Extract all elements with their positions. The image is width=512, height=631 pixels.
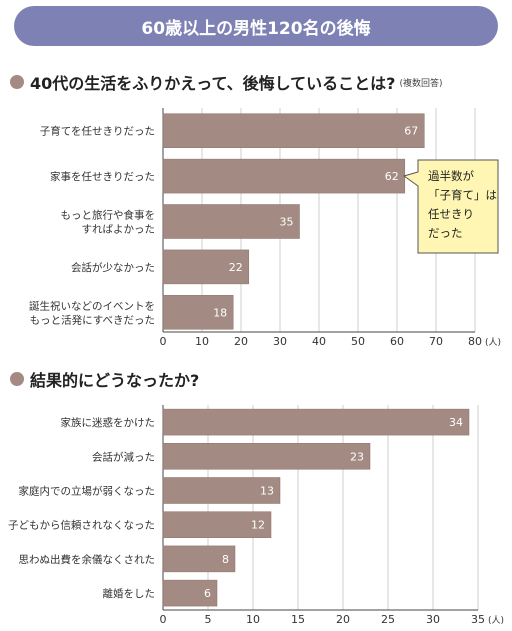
bullet-dot-icon	[10, 75, 24, 89]
tick-label: 15	[291, 613, 305, 626]
tick-label: 70	[429, 335, 443, 348]
category-label: すればよかった	[82, 224, 156, 236]
bar	[162, 249, 250, 285]
section2-title: 結果的にどうなったか?	[30, 371, 200, 390]
bar-value-label: 18	[213, 306, 227, 319]
bar-value-label: 67	[404, 125, 418, 138]
tick-label: 10	[246, 613, 260, 626]
callout-text: 過半数が	[428, 169, 474, 183]
tick-label: 60	[390, 335, 404, 348]
category-label: 会話が少なかった	[71, 261, 155, 274]
section1-title: 40代の生活をふりかえって、後悔していることは?	[30, 74, 396, 93]
unit-label: (人)	[485, 337, 501, 348]
bar	[162, 408, 470, 436]
category-label: 会話が減った	[92, 450, 155, 463]
category-label: もっと旅行や食事を	[61, 209, 156, 222]
bullet-dot-icon	[10, 372, 24, 386]
bar	[162, 579, 218, 607]
category-label: 子どもから信頼されなくなった	[8, 520, 155, 532]
callout-box	[402, 159, 499, 254]
category-label: 離婚をした	[103, 587, 156, 600]
bar-value-label: 62	[385, 170, 399, 183]
category-label: 思わぬ出費を余儀なくされた	[19, 553, 156, 566]
bar-value-label: 6	[204, 587, 211, 600]
tick-label: 80	[468, 335, 482, 348]
bar	[162, 295, 234, 330]
tick-label: 25	[381, 613, 395, 626]
bar-value-label: 34	[449, 416, 463, 429]
banner-title: 60歳以上の男性120名の後悔	[141, 18, 371, 39]
category-label: 家族に迷惑をかけた	[61, 416, 156, 429]
tick-label: 30	[426, 613, 440, 626]
bar-value-label: 35	[280, 216, 294, 229]
unit-label: (人)	[488, 615, 504, 626]
title-banner: 60歳以上の男性120名の後悔	[14, 6, 498, 46]
category-label: 子育てを任せきりだった	[40, 125, 155, 138]
tick-label: 30	[273, 335, 287, 348]
category-label: 家庭内での立場が弱くなった	[19, 485, 156, 498]
tick-label: 0	[160, 335, 167, 348]
category-label: 家事を任せきりだった	[50, 170, 155, 183]
tick-label: 40	[312, 335, 326, 348]
tick-label: 10	[195, 335, 209, 348]
category-label: 誕生祝いなどのイベントを	[29, 299, 155, 312]
bar-value-label: 12	[251, 519, 265, 532]
callout-text: だった	[428, 226, 463, 240]
tick-label: 35	[471, 613, 485, 626]
callout-text: 「子育て」は	[428, 188, 497, 202]
tick-label: 0	[160, 613, 167, 626]
bar-value-label: 22	[229, 261, 243, 274]
callout-text: 任せきり	[428, 207, 474, 221]
section1-heading: 40代の生活をふりかえって、後悔していることは? (複数回答)	[10, 70, 443, 94]
tick-label: 20	[336, 613, 350, 626]
bar	[162, 204, 300, 239]
bar	[162, 545, 236, 573]
bar-value-label: 8	[222, 553, 229, 566]
bar	[162, 113, 425, 148]
bar	[162, 158, 406, 194]
section2-heading: 結果的にどうなったか?	[10, 367, 199, 391]
bar	[162, 511, 272, 538]
tick-label: 5	[205, 613, 212, 626]
bar	[162, 443, 371, 470]
bar	[162, 477, 281, 504]
bar-value-label: 13	[260, 485, 274, 498]
section1-note: (複数回答)	[399, 78, 443, 89]
tick-label: 20	[234, 335, 248, 348]
bar-value-label: 23	[350, 450, 364, 463]
tick-label: 50	[351, 335, 365, 348]
category-label: もっと活発にすべきだった	[30, 313, 155, 326]
